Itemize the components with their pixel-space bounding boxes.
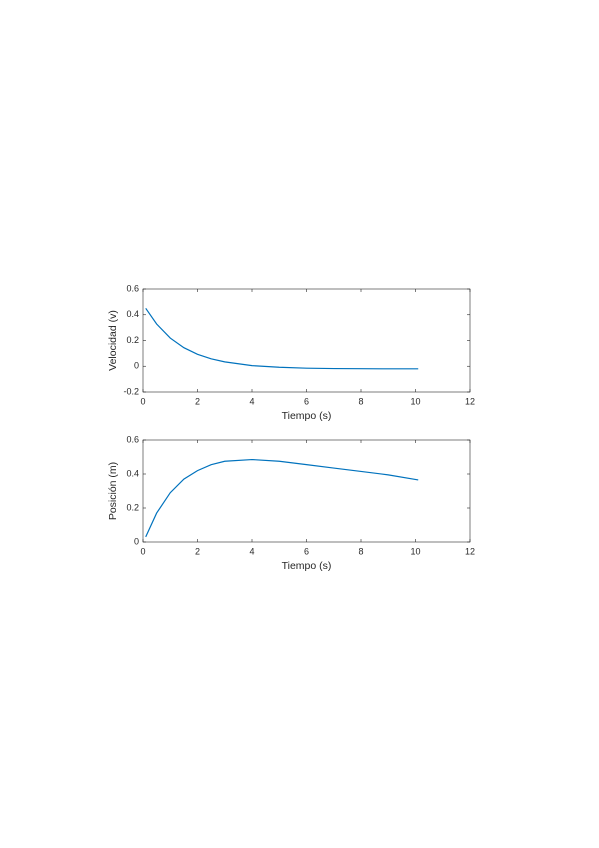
x-tick-label: 8 — [358, 546, 363, 556]
x-tick-label: 10 — [410, 396, 420, 406]
y-tick-label: -0.2 — [123, 386, 139, 396]
y-tick-label: 0.6 — [126, 434, 139, 444]
x-tick-label: 12 — [465, 546, 475, 556]
y-tick-label: 0 — [134, 361, 139, 371]
x-tick-label: 0 — [140, 546, 145, 556]
y-tick-label: 0.4 — [126, 468, 139, 478]
x-tick-label: 10 — [410, 546, 420, 556]
y-tick-label: 0.2 — [126, 502, 139, 512]
line — [145, 458, 419, 538]
y-tick-label: 0.4 — [126, 309, 139, 319]
x-tick-label: 6 — [304, 396, 309, 406]
y-axis-label: Velocidad (v) — [107, 310, 119, 371]
x-tick-label: 4 — [249, 396, 254, 406]
y-tick-label: 0 — [134, 536, 139, 546]
x-tick-label: 2 — [195, 396, 200, 406]
line — [145, 307, 419, 370]
x-tick-label: 0 — [140, 396, 145, 406]
x-tick-label: 6 — [304, 546, 309, 556]
x-tick-label: 4 — [249, 546, 254, 556]
axes-box — [142, 288, 471, 393]
x-tick-label: 2 — [195, 546, 200, 556]
y-axis-label: Posición (m) — [107, 462, 119, 520]
x-tick-label: 12 — [465, 396, 475, 406]
y-tick-label: 0.2 — [126, 335, 139, 345]
y-tick-label: 0.6 — [126, 283, 139, 293]
x-axis-label: Tiempo (s) — [282, 560, 332, 572]
x-tick-label: 8 — [358, 396, 363, 406]
x-axis-label: Tiempo (s) — [282, 410, 332, 422]
axes-box — [142, 439, 471, 543]
